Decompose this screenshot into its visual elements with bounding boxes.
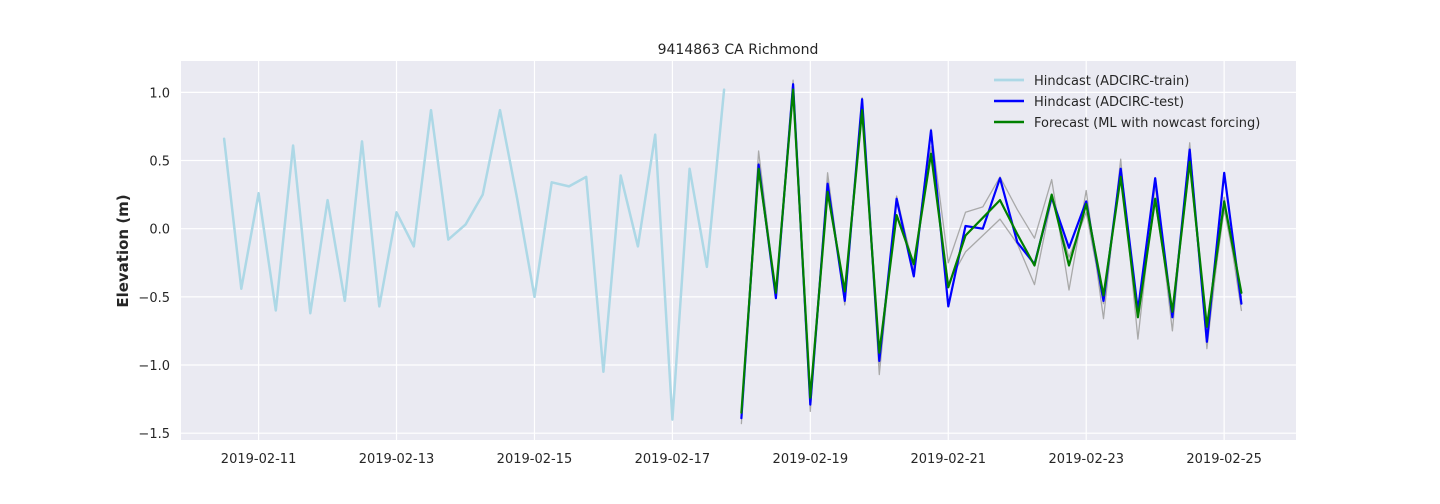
y-tick-label: 1.0 xyxy=(149,86,170,101)
x-tick-label: 2019-02-13 xyxy=(359,452,435,467)
y-tick-label: −0.5 xyxy=(138,291,170,306)
x-tick-label: 2019-02-19 xyxy=(773,452,849,467)
x-tick-label: 2019-02-25 xyxy=(1186,452,1262,467)
legend-entry: Hindcast (ADCIRC-test) xyxy=(1034,95,1184,110)
y-tick-label: 0.5 xyxy=(149,155,170,170)
grid xyxy=(181,61,1296,440)
series-line-0 xyxy=(222,88,726,421)
y-tick-label: 0.0 xyxy=(149,223,170,238)
y-axis-label: Elevation (m) xyxy=(114,194,132,307)
chart-title: 9414863 CA Richmond xyxy=(658,42,819,58)
series-layer xyxy=(222,79,1243,425)
x-tick-label: 2019-02-11 xyxy=(221,452,297,467)
legend-entry: Hindcast (ADCIRC-train) xyxy=(1034,74,1189,89)
x-tick-label: 2019-02-17 xyxy=(635,452,711,467)
legend: Hindcast (ADCIRC-train) Hindcast (ADCIRC-… xyxy=(994,74,1260,131)
x-tick-label: 2019-02-23 xyxy=(1048,452,1124,467)
y-tick-label: −1.0 xyxy=(138,359,170,374)
series-line-4 xyxy=(740,88,1243,414)
tick-labels: 2019-02-11 2019-02-13 2019-02-15 2019-02-17… xyxy=(138,86,1262,467)
legend-entry: Forecast (ML with nowcast forcing) xyxy=(1034,116,1260,131)
x-tick-label: 2019-02-15 xyxy=(497,452,573,467)
x-tick-label: 2019-02-21 xyxy=(910,452,986,467)
y-tick-label: −1.5 xyxy=(138,427,170,442)
